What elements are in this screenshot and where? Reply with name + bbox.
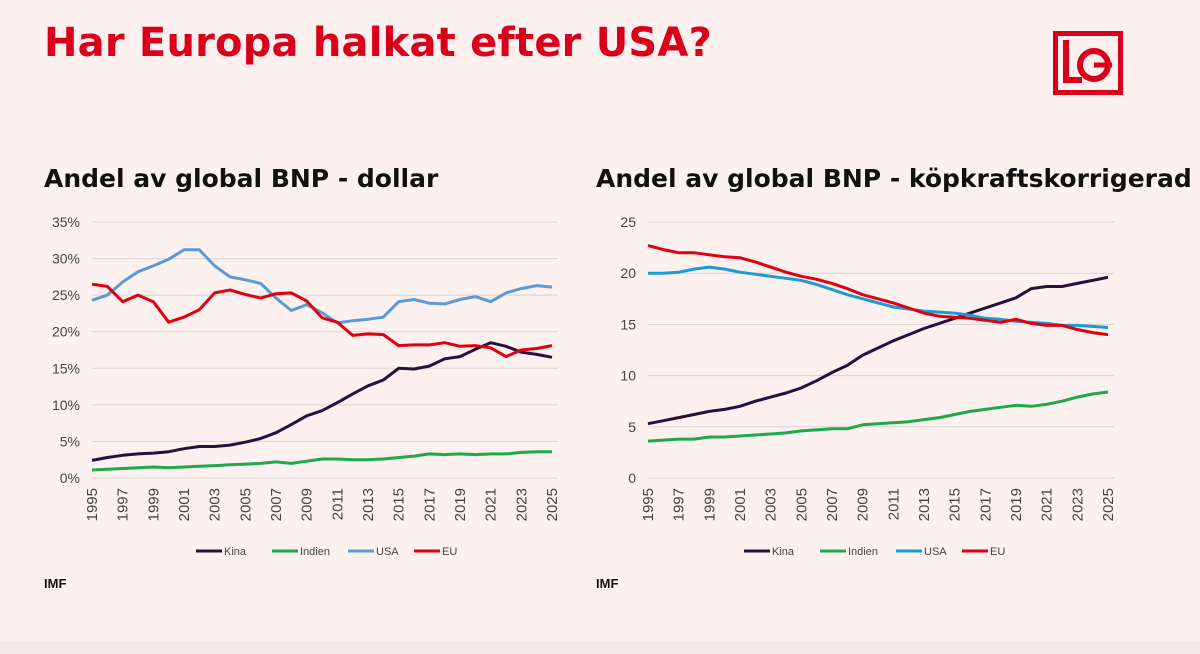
chart-dollar-svg: 0% 5% 10% 15% 20% 25% 30% 35% 1995 1997 1999 2001 20…: [52, 214, 561, 558]
y-tick-label: 5%: [60, 433, 80, 449]
series-line-kina: [91, 341, 553, 462]
y-tick-label: 15: [620, 316, 636, 332]
x-tick-label: 1995: [84, 488, 101, 521]
y-tick-label: 10: [620, 368, 636, 384]
x-tick-label: 2009: [855, 488, 872, 521]
legend-label: Kina: [772, 546, 795, 558]
x-tick-label: 2011: [885, 488, 902, 520]
series-line-indien: [91, 450, 552, 472]
x-tick-label: 2023: [1069, 488, 1086, 521]
legend-item-eu: EU: [414, 546, 457, 558]
chart-right-source: IMF: [596, 576, 619, 591]
series-line-kina: [647, 275, 1109, 426]
x-tick-label: 2001: [732, 488, 749, 521]
chart-left-subtitle: Andel av global BNP - dollar: [44, 164, 439, 193]
x-tick-label: 2007: [268, 488, 285, 521]
legend-label: USA: [924, 546, 947, 558]
series-line-usa: [91, 248, 553, 325]
x-tick-label: 2005: [237, 488, 254, 521]
x-tick-label: 1999: [701, 488, 718, 521]
legend-item-usa: USA: [348, 546, 399, 558]
x-tick-label: 2003: [763, 488, 780, 521]
x-tick-label: 2021: [483, 488, 500, 521]
x-tick-label: 2023: [513, 488, 530, 521]
x-tick-label: 1999: [145, 488, 162, 521]
x-tick-label: 2009: [299, 488, 316, 521]
x-tick-label: 2019: [452, 488, 469, 521]
x-tick-label: 2005: [793, 488, 810, 521]
y-tick-label: 35%: [52, 214, 80, 230]
legend-label: Kina: [224, 546, 247, 558]
y-tick-label: 25%: [52, 287, 80, 303]
y-tick-label: 5: [628, 419, 636, 435]
x-tick-label: 1997: [671, 488, 688, 521]
chart-right-subtitle: Andel av global BNP - köpkraftskorrigera…: [596, 164, 1192, 193]
y-tick-label: 20%: [52, 324, 80, 340]
x-tick-label: 2013: [360, 488, 377, 521]
series-line-indien: [647, 390, 1109, 443]
legend-item-eu: EU: [962, 546, 1005, 558]
page-title: Har Europa halkat efter USA?: [44, 20, 712, 66]
legend-item-usa: USA: [896, 546, 947, 558]
legend-label: EU: [442, 546, 457, 558]
lo-logo-mark: [1053, 31, 1123, 95]
legend-label: USA: [376, 546, 399, 558]
legend-label: Indien: [300, 546, 330, 558]
x-tick-label: 2015: [947, 488, 964, 521]
y-tick-label: 0%: [60, 470, 80, 486]
legend-item-kina: Kina: [196, 546, 247, 558]
legend-item-kina: Kina: [744, 546, 795, 558]
x-tick-label: 2021: [1039, 488, 1056, 521]
x-tick-label: 2003: [207, 488, 224, 521]
legend-label: Indien: [848, 546, 878, 558]
x-tick-label: 2013: [916, 488, 933, 521]
y-tick-label: 25: [620, 214, 636, 230]
x-tick-label: 2015: [391, 488, 408, 521]
bottom-strip: [0, 642, 1200, 654]
x-tick-label: 2025: [1100, 488, 1117, 521]
x-tick-label: 1995: [640, 488, 657, 521]
x-tick-label: 2007: [824, 488, 841, 521]
x-tick-label: 2001: [176, 488, 193, 521]
lo-logo: [1052, 30, 1124, 96]
legend-item-indien: Indien: [272, 546, 330, 558]
y-tick-label: 30%: [52, 251, 80, 267]
x-tick-label: 2019: [1008, 488, 1025, 521]
series-line-eu: [91, 282, 553, 359]
x-tick-label: 2011: [329, 488, 346, 520]
legend-item-indien: Indien: [820, 546, 878, 558]
legend-label: EU: [990, 546, 1005, 558]
y-tick-label: 15%: [52, 360, 80, 376]
y-tick-label: 20: [620, 265, 636, 281]
chart-dollar: 0% 5% 10% 15% 20% 25% 30% 35% 1995 1997 1999 2001 20…: [40, 208, 570, 568]
chart-left-source: IMF: [44, 576, 67, 591]
x-tick-label: 2025: [544, 488, 561, 521]
series-line-eu: [647, 244, 1109, 337]
y-tick-label: 10%: [52, 397, 80, 413]
x-tick-label: 1997: [115, 488, 132, 521]
y-tick-label: 0: [628, 470, 636, 486]
x-tick-label: 2017: [977, 488, 994, 521]
chart-ppp: 0 5 10 15 20 25 1995 1997 1999 2001 2003 2005 2007 20…: [596, 208, 1126, 568]
x-tick-label: 2017: [421, 488, 438, 521]
